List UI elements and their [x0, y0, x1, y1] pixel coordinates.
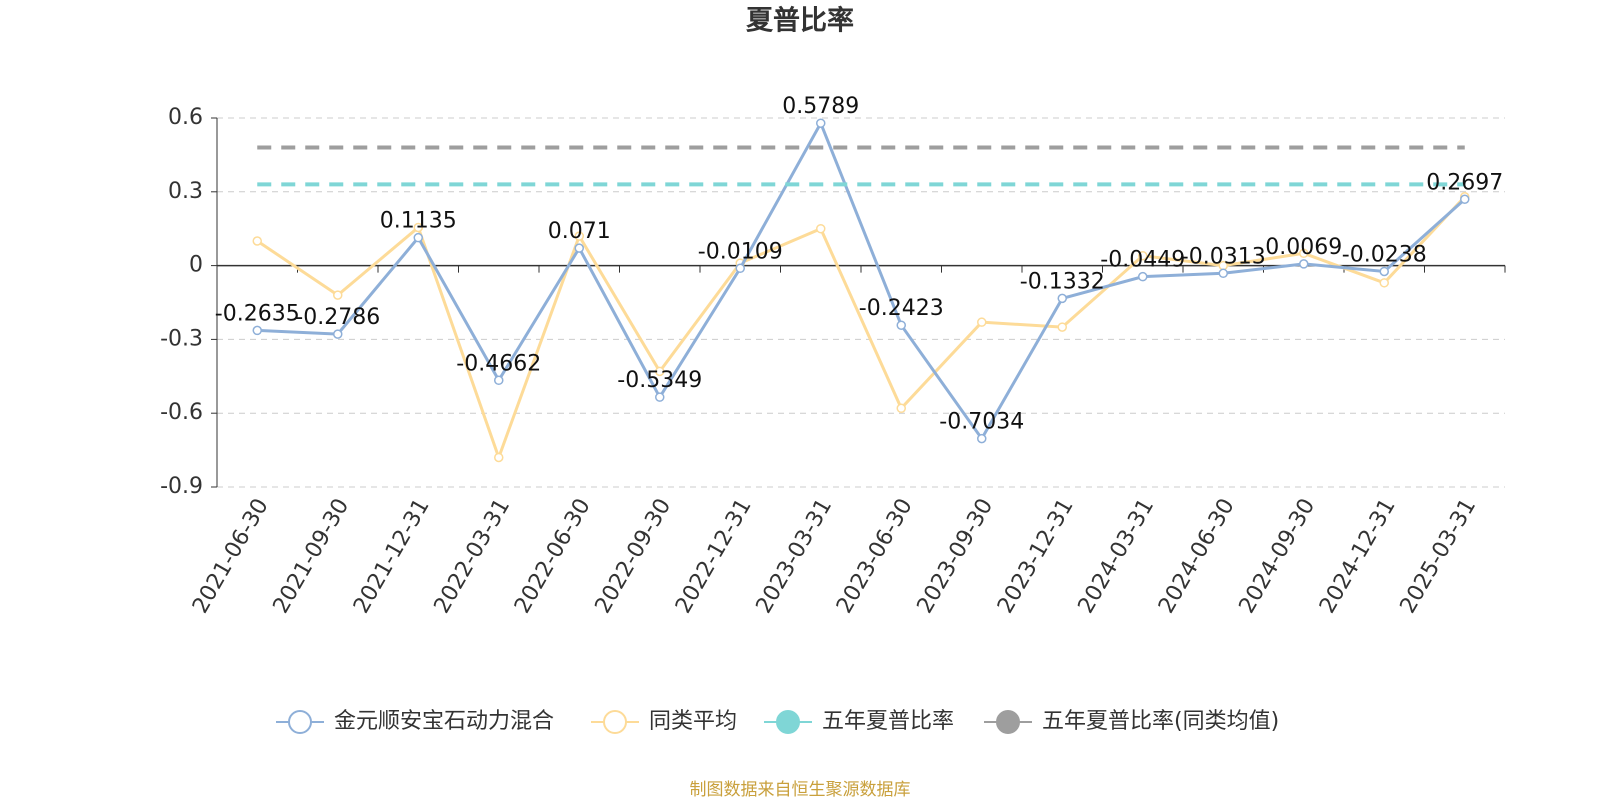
- legend-item: 同类平均: [591, 709, 737, 734]
- data-label: -0.0109: [698, 239, 783, 264]
- point: [413, 222, 423, 233]
- y-tick-label: 0: [189, 253, 203, 278]
- point: [252, 236, 262, 246]
- legend-label: 五年夏普比率(同类均值): [1042, 709, 1279, 734]
- x-tick-label: 2022-09-30: [591, 495, 677, 618]
- point: [655, 392, 665, 402]
- data-label: -0.4662: [456, 351, 541, 376]
- legend-label: 金元顺安宝石动力混合: [334, 709, 554, 734]
- x-tick-label: 2021-12-31: [349, 495, 435, 618]
- point: [977, 317, 987, 327]
- y-tick-label: -0.9: [160, 474, 203, 499]
- x-tick-label: 2022-12-31: [671, 495, 757, 618]
- point: [896, 403, 906, 414]
- legend-marker: [603, 710, 627, 734]
- data-label: 0.0069: [1265, 235, 1342, 260]
- point: [1379, 278, 1389, 288]
- point: [252, 325, 262, 336]
- x-tick-label: 2022-06-30: [510, 495, 596, 618]
- point: [735, 263, 745, 274]
- point: [1460, 194, 1470, 205]
- chart-title: 夏普比率: [746, 5, 854, 37]
- data-label: -0.1332: [1020, 269, 1105, 294]
- point: [1299, 259, 1309, 269]
- data-label: -0.0238: [1342, 242, 1427, 267]
- x-tick-label: 2023-03-31: [752, 495, 838, 618]
- legend-marker: [288, 710, 312, 734]
- legend-item: 五年夏普比率(同类均值): [984, 709, 1279, 734]
- data-label: -0.0313: [1181, 244, 1266, 269]
- x-tick-label: 2023-06-30: [832, 495, 918, 618]
- data-label: -0.0449: [1100, 248, 1185, 273]
- point: [333, 290, 343, 300]
- point: [896, 320, 906, 330]
- point: [1138, 251, 1148, 261]
- series-line: [256, 195, 1466, 462]
- data-label: -0.7034: [939, 410, 1024, 435]
- point: [655, 366, 665, 377]
- legend-marker: [996, 710, 1020, 734]
- source-note: 制图数据来自恒生聚源数据库: [690, 780, 911, 800]
- point: [494, 375, 504, 386]
- x-tick-label: 2023-12-31: [993, 495, 1079, 618]
- point: [1138, 271, 1148, 282]
- data-label: 0.2697: [1426, 170, 1503, 195]
- point: [494, 452, 504, 463]
- legend-label: 五年夏普比率: [822, 709, 954, 734]
- point: [333, 329, 343, 339]
- point: [1218, 268, 1228, 279]
- legend-item: 金元顺安宝石动力混合: [276, 709, 554, 734]
- x-tick-label: 2024-09-30: [1235, 495, 1321, 618]
- x-tick-label: 2021-06-30: [188, 495, 274, 618]
- point: [574, 231, 584, 241]
- series-line: [257, 119, 1466, 442]
- data-label: 0.1135: [380, 209, 457, 234]
- data-label: -0.2423: [859, 296, 944, 321]
- y-tick-label: -0.6: [160, 400, 203, 425]
- point: [1057, 293, 1067, 304]
- data-label: -0.2635: [215, 301, 300, 326]
- data-label: 0.071: [548, 219, 611, 244]
- y-tick-label: 0.6: [168, 105, 203, 130]
- y-tick-label: 0.3: [168, 179, 203, 204]
- x-tick-label: 2022-03-31: [430, 495, 516, 618]
- x-tick-label: 2023-09-30: [913, 495, 999, 618]
- legend-label: 同类平均: [649, 709, 737, 734]
- x-tick-label: 2024-12-31: [1315, 495, 1401, 618]
- point: [413, 232, 423, 243]
- point: [1379, 266, 1389, 277]
- point: [816, 118, 826, 128]
- x-tick-label: 2024-06-30: [1154, 495, 1240, 618]
- point: [1299, 248, 1309, 259]
- legend-marker: [776, 710, 800, 734]
- x-tick-label: 2021-09-30: [269, 495, 355, 618]
- point: [816, 223, 826, 234]
- data-label: -0.5349: [617, 368, 702, 393]
- legend-item: 五年夏普比率: [764, 709, 954, 734]
- x-tick-label: 2025-03-31: [1396, 495, 1482, 618]
- x-tick-label: 2024-03-31: [1074, 495, 1160, 618]
- data-label: -0.2786: [295, 305, 380, 330]
- point: [977, 433, 987, 444]
- data-label: 0.5789: [782, 94, 859, 119]
- point: [574, 243, 584, 253]
- y-tick-label: -0.3: [160, 326, 203, 351]
- point: [1057, 322, 1067, 332]
